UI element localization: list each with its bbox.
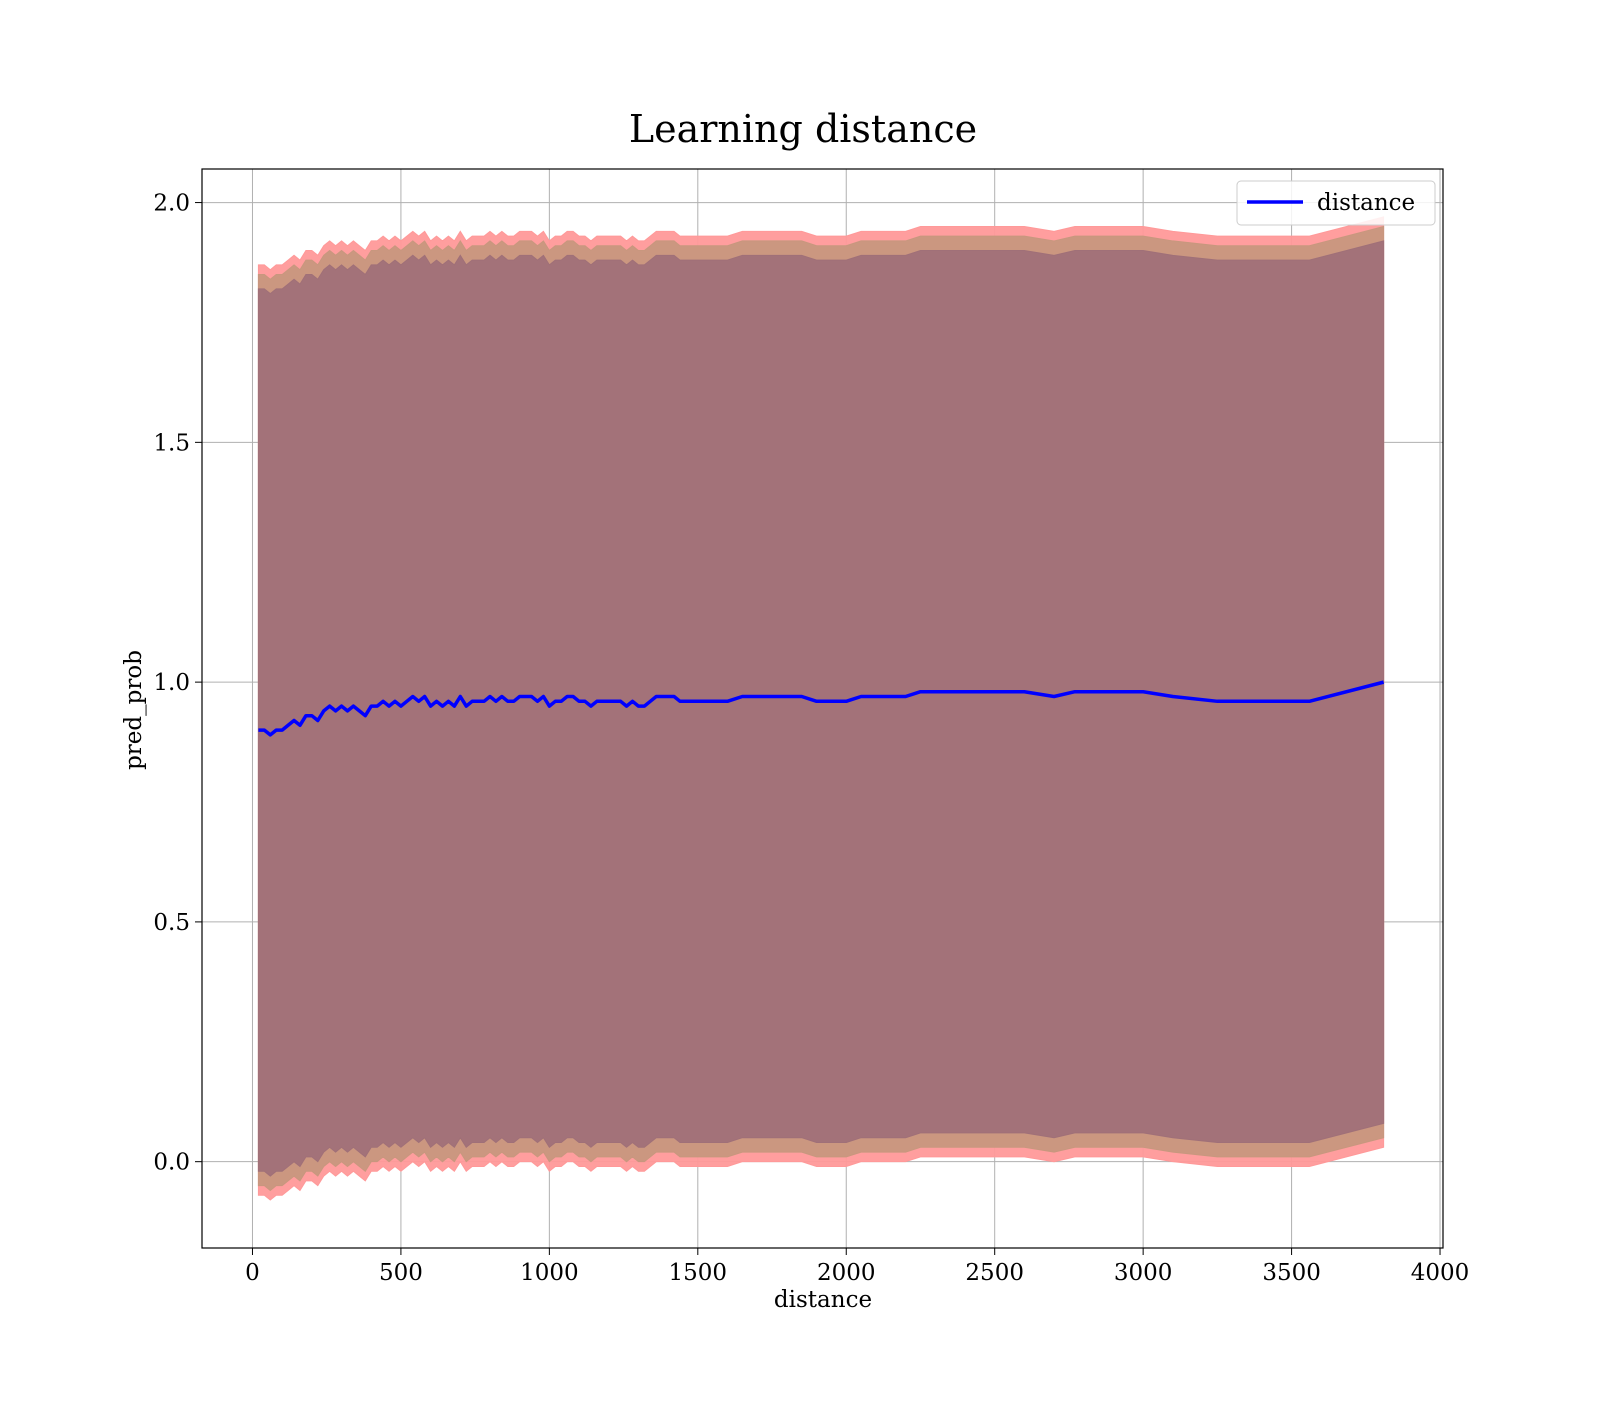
y-tick-label: 1.0: [153, 670, 190, 696]
y-tick-label: 2.0: [153, 191, 190, 217]
x-axis-ticks: 0 500 1000 1500 2000 2500 3000 3500 4000: [245, 1248, 1469, 1286]
x-tick-label: 500: [379, 1260, 423, 1286]
chart-title: Learning distance: [629, 107, 977, 151]
confidence-bands: [257, 216, 1385, 1201]
confidence-band: [257, 240, 1385, 1177]
x-tick-label: 1500: [669, 1260, 728, 1286]
series-lines: [258, 680, 1385, 737]
y-tick-label: 1.5: [153, 430, 190, 456]
legend: distance: [1236, 180, 1436, 226]
x-tick-label: 3000: [1114, 1260, 1173, 1286]
x-tick-label: 0: [245, 1260, 260, 1286]
legend-label: distance: [1317, 190, 1415, 216]
x-tick-label: 4000: [1411, 1260, 1470, 1286]
x-tick-label: 2000: [817, 1260, 876, 1286]
y-tick-label: 0.5: [153, 910, 190, 936]
x-tick-label: 3500: [1262, 1260, 1321, 1286]
series-line: [258, 680, 1385, 737]
x-axis-label: distance: [774, 1287, 872, 1313]
legend-box: [1236, 180, 1436, 226]
plot-frame: [201, 168, 1444, 1249]
y-axis-ticks: 0.0 0.5 1.0 1.5 2.0: [153, 191, 202, 1176]
x-tick-label: 2500: [965, 1260, 1024, 1286]
y-tick-label: 0.0: [153, 1150, 190, 1176]
y-axis-label: pred_prob: [121, 650, 147, 770]
x-tick-label: 1000: [520, 1260, 579, 1286]
